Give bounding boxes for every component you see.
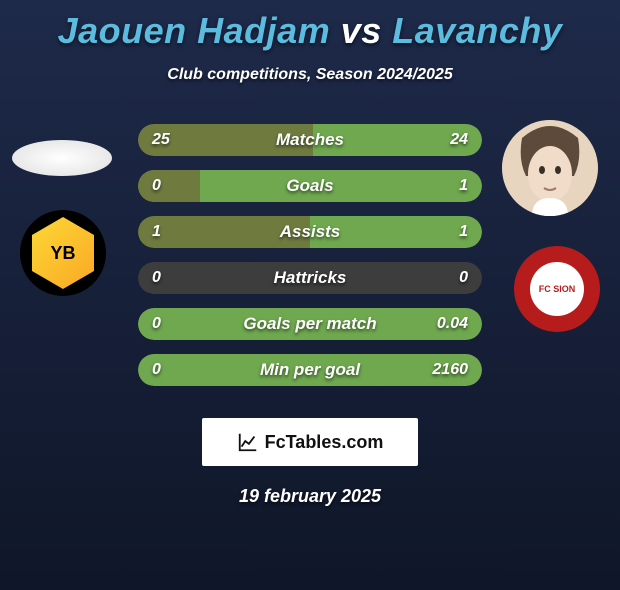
title-player1: Jaouen Hadjam: [58, 10, 331, 51]
club2-badge-text: FC SION: [530, 262, 584, 316]
bar-fill-left: [138, 124, 313, 156]
stat-row: 02160Min per goal: [138, 354, 482, 386]
player2-photo: [502, 120, 598, 216]
fctables-label: FcTables.com: [265, 432, 384, 453]
stat-row: 00.04Goals per match: [138, 308, 482, 340]
club1-badge-text: YB: [32, 217, 94, 289]
page-title: Jaouen Hadjam vs Lavanchy: [0, 10, 620, 52]
club2-badge: FC SION: [514, 246, 600, 332]
bar-fill-right: [310, 216, 482, 248]
title-vs: vs: [341, 10, 382, 51]
bar-fill-left: [138, 216, 310, 248]
bar-fill-right: [313, 124, 482, 156]
chart-icon: [237, 431, 259, 453]
bar-track: [138, 262, 482, 294]
date: 19 february 2025: [0, 486, 620, 507]
title-player2: Lavanchy: [392, 10, 562, 51]
club1-badge: YB: [20, 210, 106, 296]
bar-fill-right: [138, 308, 482, 340]
stat-row: 2524Matches: [138, 124, 482, 156]
avatar-icon: [502, 120, 598, 216]
player1-photo: [12, 140, 112, 176]
stats-area: YB FC SION 2524Matches 01Goals 11Assists 00…: [0, 124, 620, 394]
bar-fill-left: [138, 170, 200, 202]
stat-row: 00Hattricks: [138, 262, 482, 294]
stat-row: 01Goals: [138, 170, 482, 202]
comparison-bars: 2524Matches 01Goals 11Assists 00Hattricks 00…: [138, 124, 482, 400]
bar-fill-right: [138, 354, 482, 386]
subtitle: Club competitions, Season 2024/2025: [0, 66, 620, 84]
fctables-badge[interactable]: FcTables.com: [202, 418, 418, 466]
stat-row: 11Assists: [138, 216, 482, 248]
